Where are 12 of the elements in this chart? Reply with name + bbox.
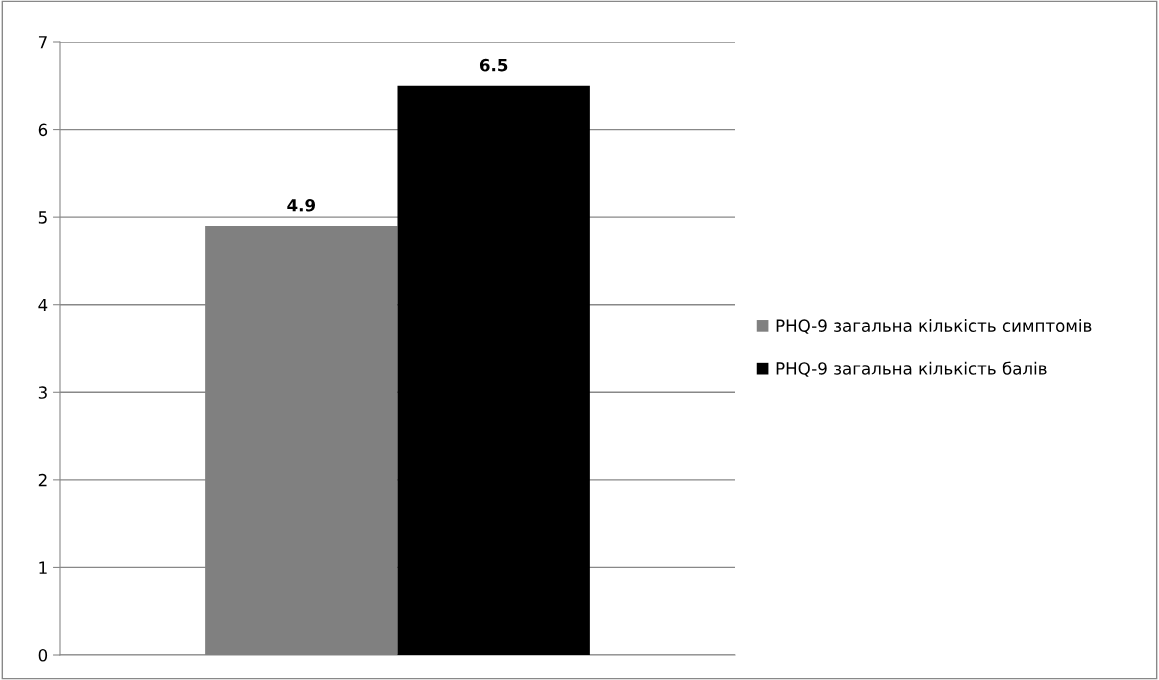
data-label: 4.9 [287,198,316,212]
y-tick-label: 6 [38,123,48,137]
y-tick-label: 5 [38,211,47,224]
y-tick-label: 0 [38,648,48,662]
y-tick-label: 1 [39,561,47,574]
data-label: 6.5 [479,58,508,72]
y-tick-label: 3 [38,386,47,399]
y-tick-label: 2 [38,473,47,487]
y-tick-label: 4 [38,298,48,312]
legend-label: PHQ-9 загальна кількість балів [776,361,1047,377]
y-tick-label: 7 [38,36,47,49]
legend-label: PHQ-9 загальна кількість симптомів [776,319,1092,334]
